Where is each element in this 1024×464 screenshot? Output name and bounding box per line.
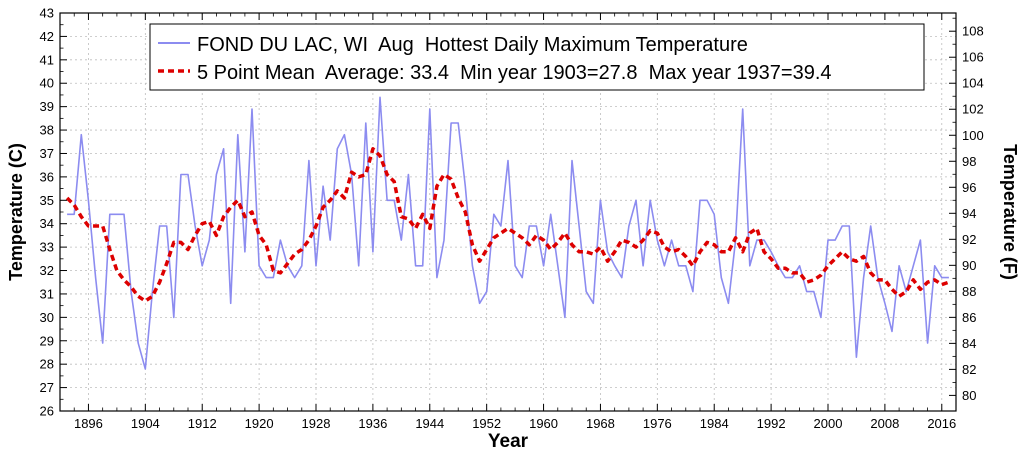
y-tick-label: 43 (40, 6, 54, 21)
x-tick-label: 1912 (188, 416, 217, 431)
y-tick-label: 40 (40, 76, 54, 91)
series-layer (65, 96, 950, 370)
y-right-tick-label: 94 (962, 206, 976, 221)
y-tick-label: 33 (40, 240, 54, 255)
y-tick-label: 35 (40, 193, 54, 208)
series-line-hottest-daily-max (67, 96, 949, 370)
x-tick-label: 2016 (927, 416, 956, 431)
y-tick-label: 32 (40, 263, 54, 278)
y-tick-label: 27 (40, 380, 54, 395)
y-tick-label: 38 (40, 123, 54, 138)
y-right-axis-label: Temperature (F) (1000, 144, 1020, 280)
tick-marks (60, 12, 956, 412)
y-right-tick-label: 96 (962, 180, 976, 195)
y-right-tick-label: 100 (962, 128, 984, 143)
y-tick-label: 42 (40, 29, 54, 44)
y-right-tick-label: 82 (962, 362, 976, 377)
y-tick-label: 39 (40, 99, 54, 114)
x-tick-label: 1984 (700, 416, 729, 431)
x-axis-label: Year (488, 431, 529, 452)
x-tick-label: 1960 (529, 416, 558, 431)
series-line-5-point-mean (65, 147, 950, 303)
y-right-tick-label: 106 (962, 50, 984, 65)
y-tick-label: 41 (40, 52, 54, 67)
y-tick-label: 37 (40, 146, 54, 161)
x-tick-label: 1928 (302, 416, 331, 431)
y-tick-label: 28 (40, 357, 54, 372)
y-right-tick-label: 86 (962, 310, 976, 325)
legend-box (149, 23, 925, 91)
x-tick-label: 1992 (757, 416, 786, 431)
y-right-tick-label: 104 (962, 76, 984, 91)
y-right-tick-label: 88 (962, 284, 976, 299)
y-right-tick-label: 80 (962, 388, 976, 403)
x-tick-label: 1936 (358, 416, 387, 431)
y-tick-label: 36 (40, 169, 54, 184)
legend: FOND DU LAC, WI Aug Hottest Daily Maximu… (149, 23, 925, 91)
y-axis-label: Temperature (C) (6, 143, 26, 281)
y-axis-tick-labels: 26 27 28 29 30 31 32 33 34 35 36 37 38 39 40 41 42 43 (40, 6, 54, 419)
x-tick-label: 1976 (643, 416, 672, 431)
x-tick-label: 1952 (472, 416, 501, 431)
y-tick-label: 31 (40, 286, 54, 301)
y-right-axis-tick-labels: 80 82 84 86 88 90 92 94 96 98 100 102 104 106 108 (962, 24, 984, 403)
y-right-tick-label: 92 (962, 232, 976, 247)
x-tick-label: 2000 (814, 416, 843, 431)
y-tick-label: 26 (40, 404, 54, 419)
y-tick-label: 30 (40, 310, 54, 325)
x-tick-label: 1920 (245, 416, 274, 431)
x-tick-label: 1896 (74, 416, 103, 431)
x-axis-tick-labels: 1896 1904 1912 1920 1928 1936 1944 1952 1960 1968… (74, 416, 956, 431)
y-right-tick-label: 102 (962, 102, 984, 117)
x-tick-label: 1944 (415, 416, 444, 431)
x-tick-label: 1904 (131, 416, 160, 431)
x-tick-label: 2008 (870, 416, 899, 431)
y-right-tick-label: 84 (962, 336, 976, 351)
legend-entry-2: 5 Point Mean Average: 33.4 Min year 1903… (197, 62, 832, 84)
y-right-tick-label: 90 (962, 258, 976, 273)
grid-lines (60, 13, 956, 411)
y-tick-label: 34 (40, 216, 54, 231)
legend-entry-1: FOND DU LAC, WI Aug Hottest Daily Maximu… (197, 34, 748, 56)
y-right-tick-label: 98 (962, 154, 976, 169)
y-right-tick-label: 108 (962, 24, 984, 39)
y-tick-label: 29 (40, 333, 54, 348)
x-tick-label: 1968 (586, 416, 615, 431)
